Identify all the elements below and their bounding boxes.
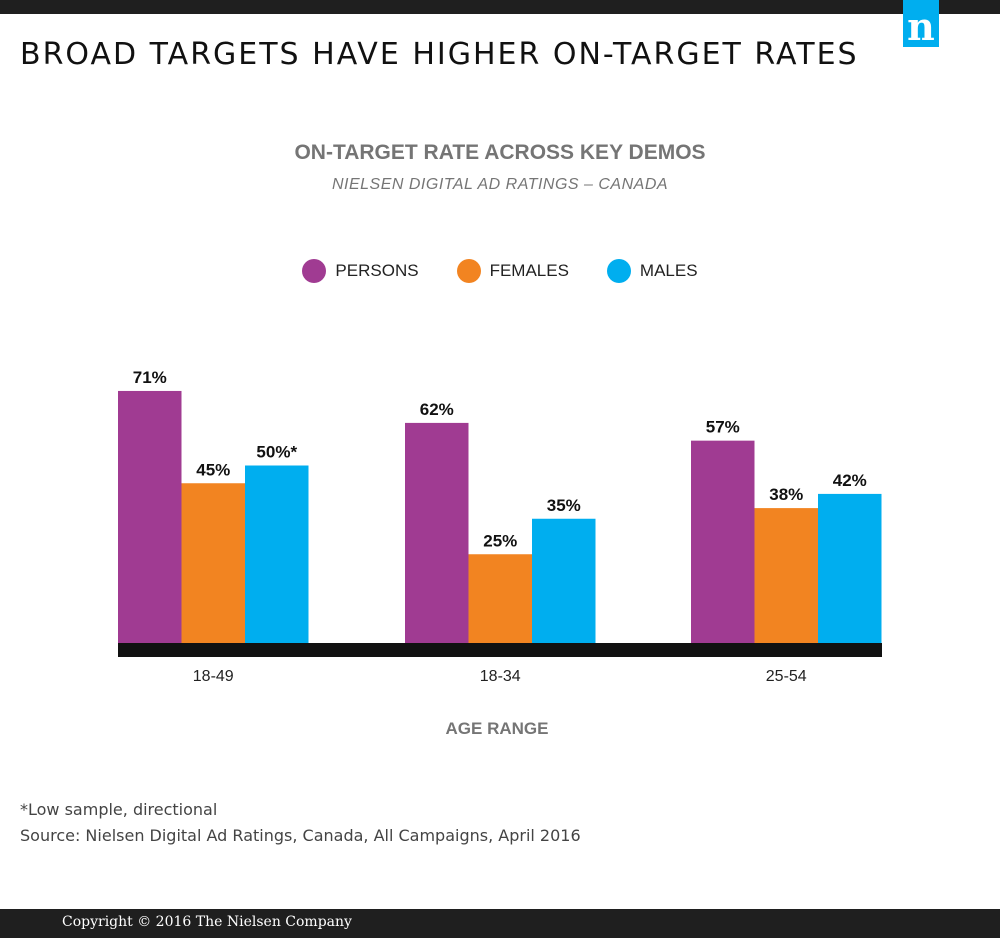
top-bar <box>0 0 1000 14</box>
data-label-females-18-49: 45% <box>196 460 230 479</box>
bar-persons-18-49 <box>118 390 182 643</box>
data-label-males-25-54: 42% <box>833 471 867 490</box>
x-axis-baseline <box>118 643 882 657</box>
data-label-males-18-49: 50%* <box>256 443 297 462</box>
footer-bar <box>0 909 1000 938</box>
data-label-females-25-54: 38% <box>769 485 803 504</box>
page-title: BROAD TARGETS HAVE HIGHER ON-TARGET RATE… <box>20 37 859 72</box>
legend-swatch-males <box>606 259 631 283</box>
logo-letter: n <box>907 4 935 49</box>
legend-item-males: MALES <box>606 259 698 283</box>
bar-males-25-54 <box>818 493 882 643</box>
x-tick-label-18-49: 18-49 <box>193 668 234 685</box>
bar-males-18-49 <box>245 465 309 643</box>
legend-swatch-females <box>456 259 481 283</box>
bar-males-18-34 <box>532 518 596 643</box>
x-axis-label: AGE RANGE <box>446 719 549 738</box>
legend-item-females: FEMALES <box>456 259 569 283</box>
legend-label-persons: PERSONS <box>335 261 419 280</box>
low-sample-note: *Low sample, directional <box>20 800 218 819</box>
data-label-persons-18-49: 71% <box>133 368 167 387</box>
bar-persons-25-54 <box>691 440 755 643</box>
data-label-persons-18-34: 62% <box>420 400 454 419</box>
legend-label-females: FEMALES <box>489 261 569 280</box>
bar-females-18-34 <box>468 554 532 643</box>
nielsen-logo: n <box>903 0 939 47</box>
bar-females-25-54 <box>754 508 818 643</box>
chart-title: ON-TARGET RATE ACROSS KEY DEMOS <box>294 141 706 164</box>
data-label-males-18-34: 35% <box>547 496 581 515</box>
bar-chart: 71% 45% 50%* 18-49 62% 25% 35% 18-34 57% 38% 42% 25… <box>118 368 882 738</box>
chart-legend: PERSONS FEMALES MALES <box>0 259 1000 283</box>
legend-swatch-persons <box>302 259 327 283</box>
legend-item-persons: PERSONS <box>302 259 419 283</box>
source-note: Source: Nielsen Digital Ad Ratings, Cana… <box>20 826 581 845</box>
x-tick-label-25-54: 25-54 <box>766 668 807 685</box>
copyright-text: Copyright © 2016 The Nielsen Company <box>62 914 352 930</box>
x-tick-label-18-34: 18-34 <box>480 668 521 685</box>
legend-label-males: MALES <box>639 261 698 280</box>
bar-females-18-49 <box>181 483 245 643</box>
chart-subtitle: NIELSEN DIGITAL AD RATINGS – CANADA <box>331 176 669 193</box>
data-label-females-18-34: 25% <box>483 531 517 550</box>
bar-persons-18-34 <box>405 422 469 643</box>
data-label-persons-25-54: 57% <box>706 418 740 437</box>
